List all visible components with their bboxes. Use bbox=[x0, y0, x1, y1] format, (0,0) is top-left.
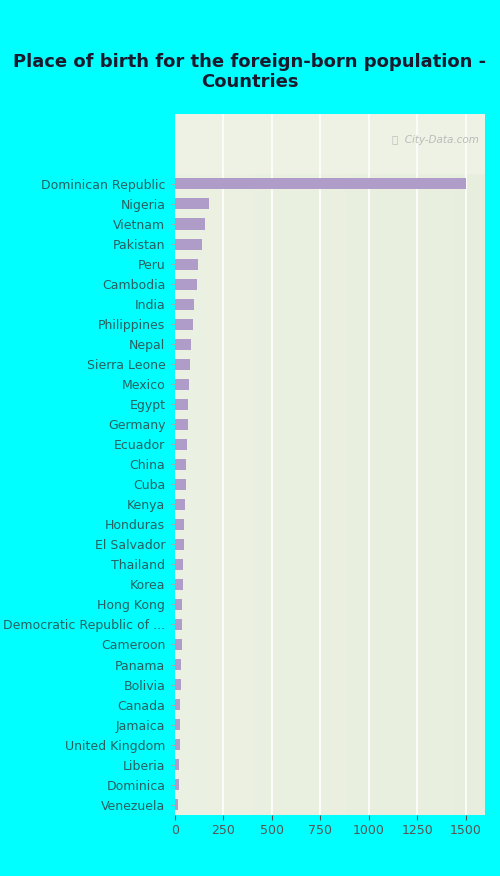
Bar bbox=[175, 174, 190, 815]
Bar bbox=[175, 419, 188, 430]
Bar bbox=[392, 174, 407, 815]
Bar bbox=[175, 358, 190, 370]
Bar bbox=[175, 659, 181, 670]
Text: ⓘ  City-Data.com: ⓘ City-Data.com bbox=[392, 135, 479, 145]
Bar bbox=[346, 174, 361, 815]
Bar bbox=[222, 174, 237, 815]
Bar bbox=[454, 174, 469, 815]
Bar bbox=[252, 174, 268, 815]
Bar bbox=[237, 174, 252, 815]
Bar bbox=[175, 258, 198, 270]
Bar bbox=[175, 679, 181, 690]
Bar bbox=[330, 174, 345, 815]
Bar bbox=[175, 319, 193, 329]
Bar bbox=[175, 799, 178, 810]
Bar bbox=[314, 174, 330, 815]
Bar bbox=[175, 599, 182, 610]
Bar bbox=[175, 299, 195, 309]
Bar bbox=[423, 174, 438, 815]
Bar bbox=[190, 174, 206, 815]
Bar bbox=[175, 699, 180, 710]
Bar bbox=[175, 339, 192, 350]
Bar bbox=[408, 174, 423, 815]
Bar bbox=[268, 174, 283, 815]
Bar bbox=[175, 399, 188, 410]
Bar bbox=[284, 174, 299, 815]
Bar bbox=[175, 439, 187, 449]
Bar bbox=[175, 179, 466, 189]
Bar bbox=[175, 199, 209, 209]
Bar bbox=[175, 559, 183, 570]
Bar bbox=[175, 519, 184, 530]
Bar bbox=[175, 619, 182, 630]
Bar bbox=[470, 174, 485, 815]
Bar bbox=[361, 174, 376, 815]
Bar bbox=[175, 779, 179, 790]
Bar bbox=[175, 238, 202, 250]
Bar bbox=[175, 579, 183, 590]
Bar bbox=[175, 759, 180, 770]
Bar bbox=[175, 459, 186, 470]
Bar bbox=[175, 479, 186, 490]
Bar bbox=[376, 174, 392, 815]
Bar bbox=[175, 639, 182, 650]
Bar bbox=[175, 218, 205, 230]
Bar bbox=[299, 174, 314, 815]
Bar bbox=[438, 174, 454, 815]
Bar bbox=[175, 719, 180, 730]
Text: Place of birth for the foreign-born population -
Countries: Place of birth for the foreign-born popu… bbox=[14, 53, 486, 91]
Bar bbox=[175, 539, 184, 550]
Bar bbox=[206, 174, 222, 815]
Bar bbox=[175, 498, 184, 510]
Bar bbox=[175, 739, 180, 750]
Bar bbox=[175, 378, 189, 390]
Bar bbox=[175, 279, 198, 290]
